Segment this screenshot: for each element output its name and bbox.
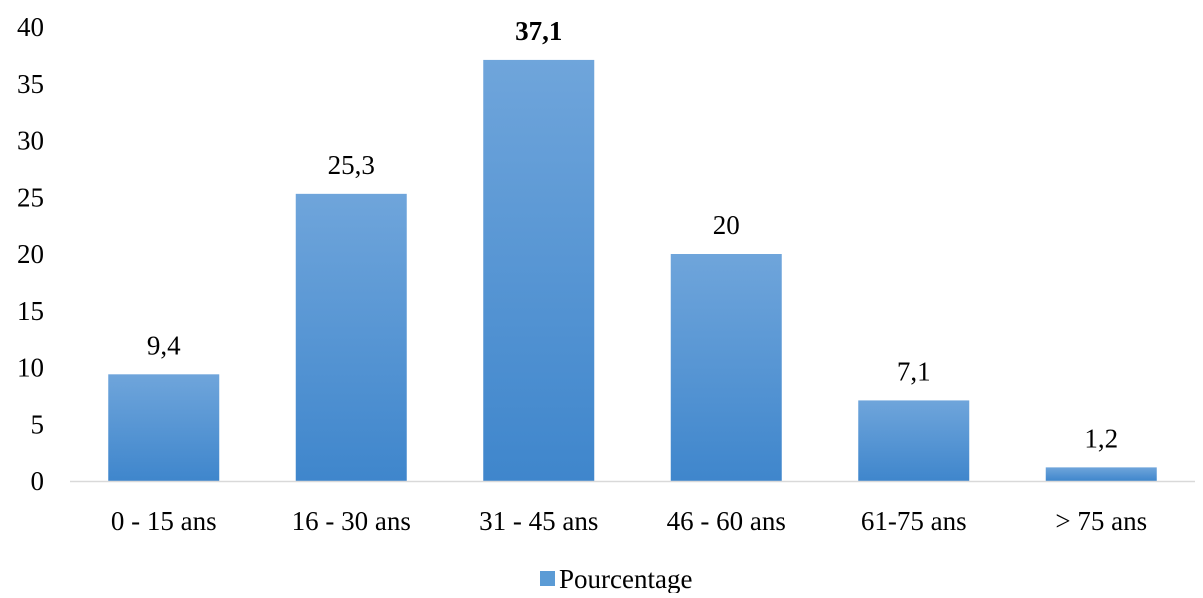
- x-tick-label: 61-75 ans: [861, 506, 967, 536]
- y-tick-label: 15: [17, 296, 44, 326]
- bar: [295, 193, 407, 481]
- x-tick-label: 46 - 60 ans: [667, 506, 786, 536]
- data-labels: 9,4 25,3 37,1 20 7,1 1,2: [147, 16, 1118, 453]
- y-tick-label: 25: [17, 182, 44, 212]
- x-tick-label: 31 - 45 ans: [479, 506, 598, 536]
- bar-data-label: 7,1: [897, 356, 931, 386]
- bar-data-label: 37,1: [515, 16, 562, 46]
- bar-data-label: 1,2: [1084, 423, 1118, 453]
- x-axis-labels: 0 - 15 ans 16 - 30 ans 31 - 45 ans 46 - 60 …: [111, 506, 1147, 536]
- x-tick-label: 0 - 15 ans: [111, 506, 217, 536]
- y-tick-label: 30: [17, 126, 44, 156]
- x-tick-label: > 75 ans: [1055, 506, 1147, 536]
- bar: [670, 254, 782, 481]
- y-tick-label: 0: [31, 466, 45, 496]
- bars: [108, 59, 1157, 481]
- legend-label: Pourcentage: [559, 564, 692, 593]
- y-axis-ticks: 0 5 10 15 20 25 30 35 40: [17, 12, 44, 496]
- y-tick-label: 20: [17, 239, 44, 269]
- bar-data-label: 20: [713, 210, 740, 240]
- y-tick-label: 10: [17, 353, 44, 383]
- y-tick-label: 35: [17, 69, 44, 99]
- bar: [483, 59, 595, 481]
- legend-swatch: [540, 571, 555, 586]
- x-tick-label: 16 - 30 ans: [292, 506, 411, 536]
- bar-data-label: 9,4: [147, 330, 181, 360]
- bar-data-label: 25,3: [328, 150, 375, 180]
- bar: [1045, 467, 1157, 481]
- bar: [858, 400, 970, 481]
- y-tick-label: 40: [17, 12, 44, 42]
- bar: [108, 374, 220, 481]
- legend: Pourcentage: [540, 564, 692, 594]
- y-tick-label: 5: [31, 409, 45, 439]
